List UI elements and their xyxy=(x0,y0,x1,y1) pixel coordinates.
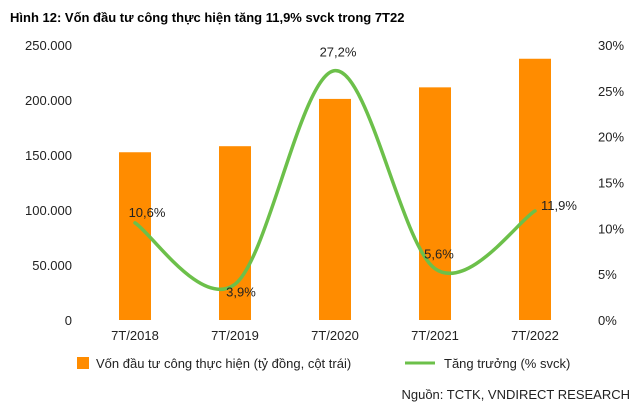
growth-line xyxy=(133,68,537,292)
source-note: Nguồn: TCTK, VNDIRECT RESEARCH xyxy=(401,387,630,402)
legend-label-bar: Vốn đầu tư công thực hiện (tỷ đồng, cột … xyxy=(96,356,351,371)
x-tick-label: 7T/2019 xyxy=(211,328,259,343)
chart-title: Hình 12: Vốn đầu tư công thực hiện tăng … xyxy=(10,10,404,25)
y-right-tick-label: 25% xyxy=(598,84,624,99)
bar xyxy=(319,98,351,321)
x-tick-label: 7T/2022 xyxy=(511,328,559,343)
line-data-label: 3,9% xyxy=(226,284,256,299)
y-right-tick-label: 30% xyxy=(598,38,624,53)
legend-swatch-bar xyxy=(77,357,89,369)
bar xyxy=(219,146,251,320)
y-left-tick-label: 150.000 xyxy=(25,148,72,163)
right-axis: 0% 5% 10% 15% 20% 25% 30% xyxy=(598,38,624,328)
bar-series xyxy=(119,58,551,321)
y-left-tick-label: 200.000 xyxy=(25,93,72,108)
x-tick-label: 7T/2020 xyxy=(311,328,359,343)
line-data-label: 10,6% xyxy=(129,205,166,220)
line-series xyxy=(133,68,537,292)
y-right-tick-label: 0% xyxy=(598,313,617,328)
y-left-tick-label: 0 xyxy=(65,313,72,328)
line-data-label: 5,6% xyxy=(424,247,454,262)
legend-label-line: Tăng trưởng (% svck) xyxy=(444,356,570,371)
bar xyxy=(419,87,451,320)
y-right-tick-label: 15% xyxy=(598,176,624,191)
y-left-tick-label: 50.000 xyxy=(32,258,72,273)
y-right-tick-label: 20% xyxy=(598,130,624,145)
y-right-tick-label: 10% xyxy=(598,221,624,236)
x-axis: 7T/2018 7T/2019 7T/2020 7T/2021 7T/2022 xyxy=(111,328,559,343)
bar xyxy=(519,58,551,320)
bar xyxy=(119,152,151,320)
y-left-tick-label: 100.000 xyxy=(25,203,72,218)
x-tick-label: 7T/2018 xyxy=(111,328,159,343)
line-data-label: 27,2% xyxy=(320,45,357,60)
y-right-tick-label: 5% xyxy=(598,267,617,282)
data-labels: 10,6% 3,9% 27,2% 5,6% 11,9% xyxy=(129,45,578,300)
line-data-label: 11,9% xyxy=(541,198,577,213)
legend: Vốn đầu tư công thực hiện (tỷ đồng, cột … xyxy=(77,356,570,371)
x-tick-label: 7T/2021 xyxy=(411,328,459,343)
left-axis: 0 50.000 100.000 150.000 200.000 250.000 xyxy=(25,38,72,328)
y-left-tick-label: 250.000 xyxy=(25,38,72,53)
